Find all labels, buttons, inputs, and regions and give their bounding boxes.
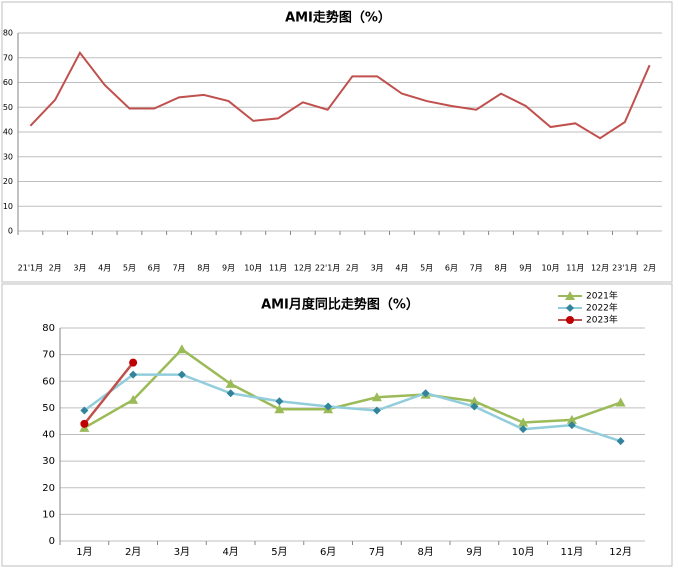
x-tick-label: 11月 [561,546,584,558]
y-tick-label: 30 [42,456,55,467]
x-tick-label: 12月 [609,546,632,558]
marker [176,344,187,354]
x-tick-label: 2月 [643,264,656,273]
marker [274,404,285,414]
chart-title: AMI走势图（%） [285,10,391,26]
marker [129,358,138,367]
x-tick-label: 5月 [420,264,433,273]
x-tick-label: 12月 [591,264,609,273]
marker [372,406,381,415]
x-tick-label: 3月 [174,546,190,558]
marker [616,437,625,446]
x-tick-label: 5月 [271,546,287,558]
y-tick-label: 60 [42,376,55,387]
chart-frame [1,1,673,283]
marker [225,378,236,388]
x-tick-label: 6月 [320,546,336,558]
y-tick-label: 20 [42,483,55,494]
y-tick-label: 40 [3,128,13,137]
x-tick-label: 8月 [494,264,507,273]
x-tick-label: 9月 [466,546,482,558]
y-tick-label: 70 [42,350,55,361]
marker [421,389,430,398]
x-tick-label: 11月 [269,264,287,273]
y-tick-label: 70 [3,53,13,62]
y-tick-label: 10 [42,509,55,520]
marker [80,406,89,415]
y-tick-label: 50 [3,103,13,112]
marker [128,394,139,404]
x-tick-label: 8月 [417,546,433,558]
marker [519,425,528,434]
x-tick-label: 6月 [148,264,161,273]
marker [567,421,576,430]
line [83,347,622,429]
x-tick-label: 1月 [76,546,92,558]
x-tick-label: 5月 [123,264,136,273]
marker [371,392,382,402]
marker [566,316,574,324]
x-tick-label: 23'1月 [612,264,637,273]
x-tick-label: 10月 [244,264,262,273]
x-tick-label: 12月 [294,264,312,273]
y-tick-label: 30 [3,152,13,161]
x-tick-label: 9月 [519,264,532,273]
marker [470,402,479,411]
legend-label: 2021年 [586,290,618,302]
x-tick-label: 11月 [566,264,584,273]
x-tick-label: 3月 [73,264,86,273]
legend-label: 2023年 [586,314,618,326]
y-tick-label: 0 [49,536,55,547]
line [83,361,135,425]
y-tick-label: 80 [42,323,55,334]
x-tick-label: 2月 [49,264,62,273]
x-tick-label: 9月 [222,264,235,273]
marker [275,397,284,406]
x-tick-label: 21'1月 [18,264,43,273]
x-tick-label: 7月 [470,264,483,273]
marker [324,402,333,411]
marker [80,419,89,428]
x-tick-label: 10月 [512,546,535,558]
marker [566,304,574,312]
line [83,373,622,443]
x-tick-label: 7月 [172,264,185,273]
x-tick-label: 7月 [369,546,385,558]
x-tick-label: 3月 [371,264,384,273]
marker [615,397,626,407]
y-tick-label: 10 [3,202,13,211]
x-tick-label: 2月 [346,264,359,273]
marker [177,370,186,379]
y-tick-label: 50 [42,403,55,414]
marker [469,396,480,406]
x-tick-label: 6月 [445,264,458,273]
x-tick-label: 4月 [222,546,238,558]
marker [566,414,577,424]
y-tick-label: 0 [8,227,13,236]
marker [565,291,575,300]
x-tick-label: 22'1月 [315,264,340,273]
marker [226,389,235,398]
legend-label: 2022年 [586,302,618,314]
y-tick-label: 80 [3,29,13,38]
marker [518,417,529,427]
marker [129,370,138,379]
line [29,50,651,140]
x-tick-label: 4月 [395,264,408,273]
x-tick-label: 2月 [125,546,141,558]
chart-title: AMI月度同比走势图（%） [261,297,419,313]
x-tick-label: 4月 [98,264,111,273]
y-tick-label: 60 [3,78,13,87]
y-tick-label: 20 [3,177,13,186]
x-tick-label: 10月 [541,264,559,273]
y-tick-label: 40 [42,430,55,441]
x-tick-label: 8月 [197,264,210,273]
